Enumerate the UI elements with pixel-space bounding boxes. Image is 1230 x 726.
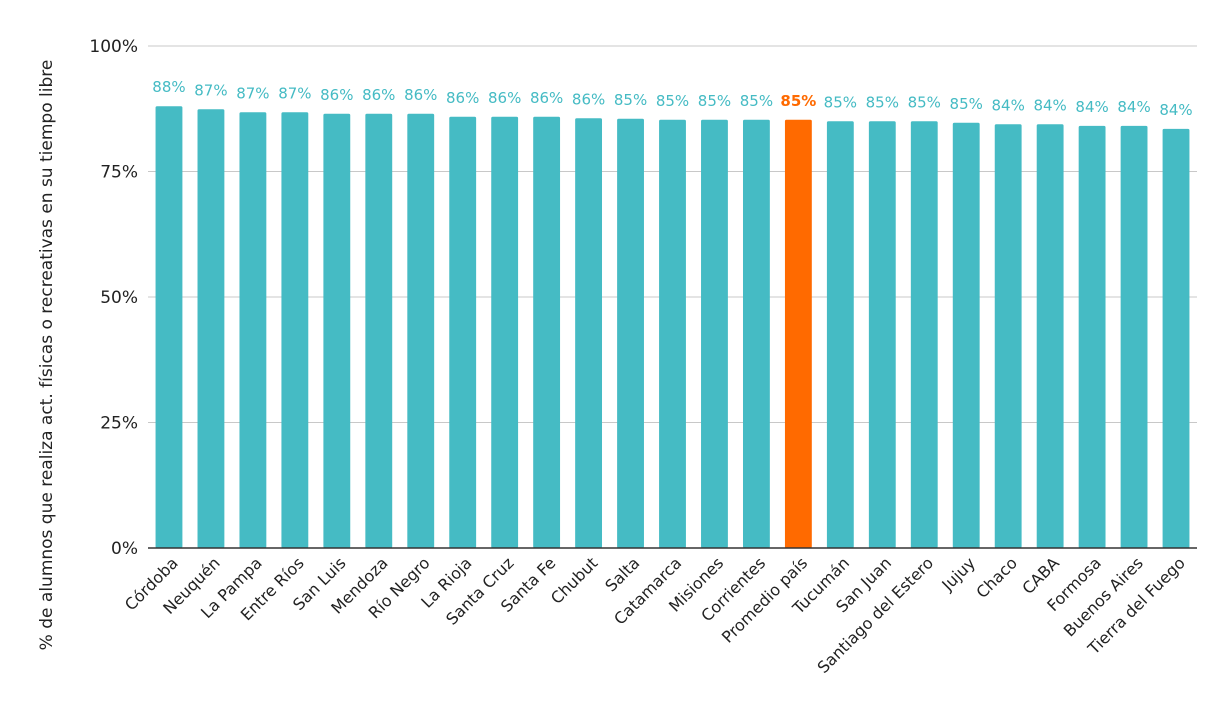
bar (617, 118, 644, 548)
data-label: 86% (320, 86, 353, 104)
data-label: 85% (698, 92, 731, 110)
data-label: 85% (780, 92, 816, 110)
y-tick-label: 75% (100, 163, 138, 183)
data-label: 84% (1159, 101, 1192, 119)
data-label: 86% (446, 89, 479, 107)
bar (323, 113, 351, 549)
data-label: 84% (1033, 96, 1066, 114)
bar (1162, 128, 1190, 548)
data-label: 84% (1075, 98, 1108, 116)
value-labels: 88% 87% 87% 87% 86% 86% 86% 86% 86% 86% 86% 85% 85% 8… (152, 78, 1192, 119)
data-label: 85% (740, 92, 773, 110)
x-tick-label: Chaco (972, 553, 1021, 602)
bar (533, 116, 561, 549)
data-label: 85% (824, 93, 857, 111)
data-label: 86% (572, 90, 605, 108)
bar (575, 118, 603, 549)
bar (826, 121, 854, 549)
data-label: 86% (530, 89, 563, 107)
data-label: 84% (992, 96, 1025, 114)
data-label: 87% (236, 84, 269, 102)
data-label: 85% (866, 93, 899, 111)
bar (155, 106, 183, 549)
bar (994, 124, 1022, 548)
data-label: 85% (614, 91, 647, 109)
data-label: 85% (908, 93, 941, 111)
y-tick-label: 50% (100, 288, 138, 308)
bar (1036, 124, 1064, 548)
data-label: 88% (152, 78, 185, 96)
bar (910, 121, 938, 549)
y-axis-ticks: 0% 25% 50% 75% 100% (89, 37, 138, 559)
bar (742, 119, 770, 548)
bar (281, 112, 309, 548)
data-label: 86% (362, 86, 395, 104)
x-tick-label: Chubut (547, 553, 601, 607)
bar (659, 119, 686, 548)
y-tick-label: 25% (100, 414, 138, 434)
y-axis-title: % de alumnos que realiza act. físicas o … (37, 60, 57, 651)
data-label: 87% (194, 81, 227, 99)
bar (868, 121, 896, 549)
bar (1078, 125, 1106, 549)
bar (784, 119, 812, 548)
y-tick-label: 0% (111, 539, 138, 559)
y-tick-label: 100% (89, 37, 138, 57)
data-label: 85% (950, 95, 983, 113)
data-label: 87% (278, 84, 311, 102)
data-label: 85% (656, 92, 689, 110)
bar (365, 113, 393, 549)
bar (1120, 125, 1148, 549)
data-label: 86% (488, 89, 521, 107)
data-label: 86% (404, 86, 437, 104)
bar (407, 113, 435, 549)
bar (239, 112, 267, 548)
bar (197, 109, 225, 548)
bar (701, 119, 728, 548)
bar (491, 116, 519, 549)
bars (155, 106, 1190, 549)
bar (449, 116, 477, 549)
bar (952, 122, 980, 548)
data-label: 84% (1117, 98, 1150, 116)
